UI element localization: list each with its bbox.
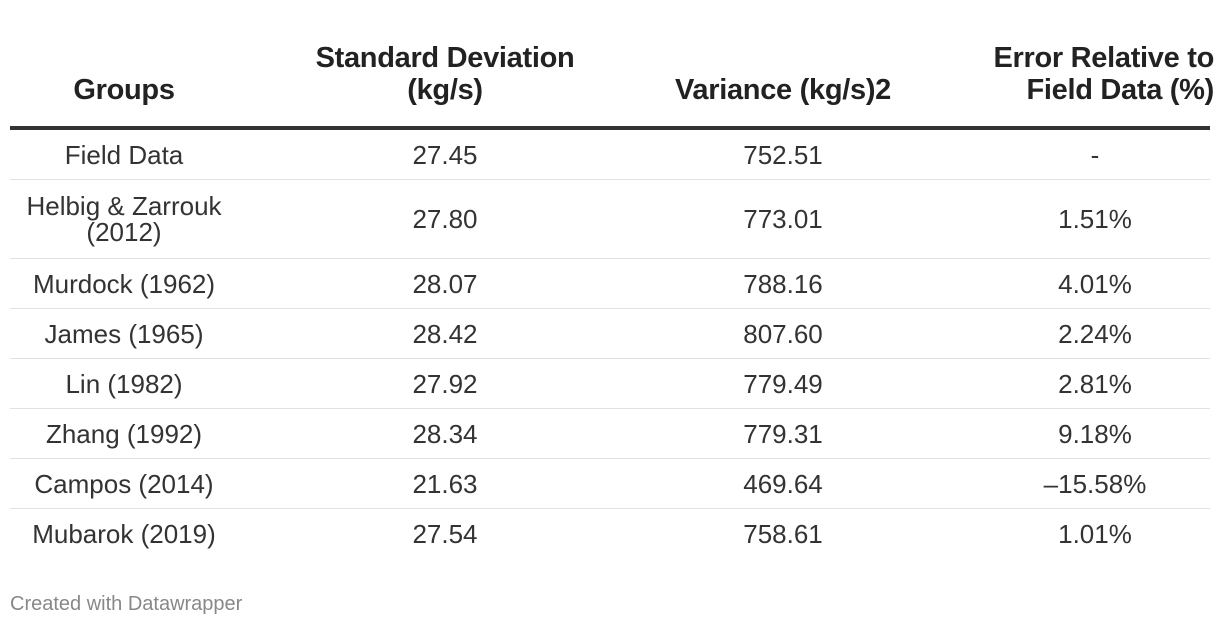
- cell-group: James (1965): [10, 309, 238, 358]
- cell-variance: 807.60: [743, 318, 823, 349]
- cell-variance: 779.49: [743, 368, 823, 399]
- cell-group: Field Data: [10, 130, 238, 179]
- header-std-line-1: Standard Deviation: [315, 42, 575, 74]
- header-standard-deviation: Standard Deviation (kg/s): [270, 42, 620, 106]
- header-error-line-2: Field Data (%): [1026, 74, 1214, 106]
- cell-group-text: Lin (1982): [65, 368, 183, 399]
- cell-group-text: Murdock (1962): [32, 268, 216, 299]
- cell-error: 4.01%: [1058, 268, 1132, 299]
- cell-std: 28.07: [412, 268, 478, 299]
- cell-variance: 752.51: [743, 139, 823, 170]
- cell-group: Campos (2014): [10, 459, 238, 508]
- cell-variance: 758.61: [743, 518, 823, 549]
- table-row: James (1965) 28.42 807.60 2.24%: [10, 309, 1210, 359]
- cell-group-text: Field Data: [64, 139, 184, 170]
- cell-error: 1.51%: [1058, 204, 1132, 234]
- table-row: Zhang (1992) 28.34 779.31 9.18%: [10, 409, 1210, 459]
- cell-std: 27.45: [412, 139, 478, 170]
- table-row: Murdock (1962) 28.07 788.16 4.01%: [10, 259, 1210, 309]
- cell-variance: 773.01: [743, 204, 823, 234]
- header-error-line-1: Error Relative to: [993, 42, 1214, 74]
- cell-variance: 779.31: [743, 418, 823, 449]
- cell-error: -: [1090, 139, 1100, 170]
- cell-error: –15.58%: [1043, 468, 1147, 499]
- header-error: Error Relative to Field Data (%): [954, 42, 1214, 106]
- cell-std: 28.42: [412, 318, 478, 349]
- cell-group: Helbig & Zarrouk (2012): [10, 180, 238, 258]
- header-variance: Variance (kg/s)2: [610, 74, 956, 106]
- cell-std: 27.80: [412, 204, 478, 234]
- cell-error: 2.24%: [1058, 318, 1132, 349]
- cell-std: 27.92: [412, 368, 478, 399]
- cell-group: Murdock (1962): [10, 259, 238, 308]
- cell-std: 21.63: [412, 468, 478, 499]
- table-row: Mubarok (2019) 27.54 758.61 1.01%: [10, 509, 1210, 558]
- cell-group-text: Mubarok (2019): [32, 518, 216, 549]
- cell-group-text: Zhang (1992): [45, 418, 203, 449]
- cell-error: 2.81%: [1058, 368, 1132, 399]
- cell-group-text: Helbig & Zarrouk (2012): [26, 191, 222, 247]
- cell-variance: 788.16: [743, 268, 823, 299]
- cell-std: 27.54: [412, 518, 478, 549]
- header-std-line-2: (kg/s): [407, 74, 483, 106]
- datawrapper-credit[interactable]: Created with Datawrapper: [10, 593, 243, 615]
- table-row: Helbig & Zarrouk (2012) 27.80 773.01 1.5…: [10, 180, 1210, 259]
- table-row: Field Data 27.45 752.51 -: [10, 130, 1210, 180]
- cell-group: Zhang (1992): [10, 409, 238, 458]
- table-header: Groups Standard Deviation (kg/s) Varianc…: [10, 0, 1214, 130]
- header-groups-line: Groups: [73, 74, 175, 106]
- data-table: Groups Standard Deviation (kg/s) Varianc…: [10, 0, 1214, 558]
- cell-std: 28.34: [412, 418, 478, 449]
- header-groups: Groups: [10, 74, 238, 106]
- cell-error: 1.01%: [1058, 518, 1132, 549]
- cell-group-text: Campos (2014): [34, 468, 214, 499]
- header-variance-line: Variance (kg/s)2: [674, 74, 892, 106]
- table-row: Lin (1982) 27.92 779.49 2.81%: [10, 359, 1210, 409]
- table-row: Campos (2014) 21.63 469.64 –15.58%: [10, 459, 1210, 509]
- cell-group: Mubarok (2019): [10, 509, 238, 558]
- cell-group: Lin (1982): [10, 359, 238, 408]
- cell-group-text: James (1965): [44, 318, 204, 349]
- cell-error: 9.18%: [1058, 418, 1132, 449]
- cell-variance: 469.64: [743, 468, 823, 499]
